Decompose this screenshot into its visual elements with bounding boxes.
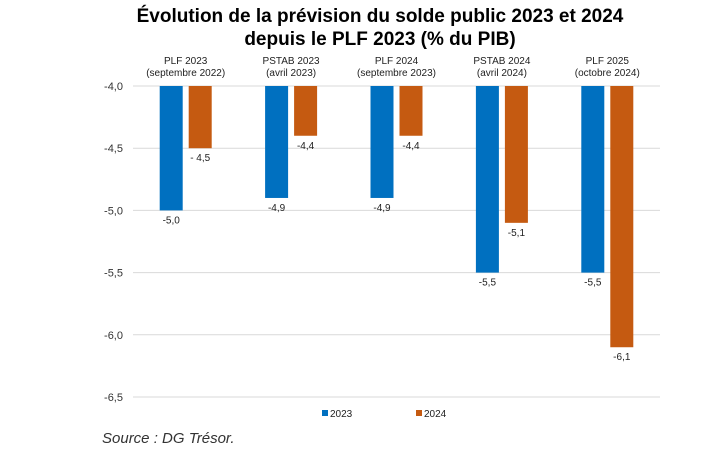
legend-label-2024: 2024 (424, 409, 447, 420)
category-sublabel: (octobre 2024) (575, 68, 640, 79)
data-label: -4,4 (402, 141, 420, 152)
data-label: -6,1 (613, 352, 631, 363)
data-label: -4,9 (373, 203, 391, 214)
legend-swatch-2024 (416, 410, 422, 416)
y-tick-label: -5,5 (104, 268, 123, 280)
data-label: -5,1 (508, 228, 526, 239)
bar-2024 (504, 86, 528, 223)
bar-2024 (188, 86, 212, 149)
y-tick-label: -4,5 (104, 143, 123, 155)
bar-2023 (265, 86, 289, 198)
bar-2023 (370, 86, 394, 198)
legend: 2023 2024 (322, 409, 447, 420)
bar-2024 (294, 86, 318, 136)
source-note: Source : DG Trésor. (102, 430, 235, 447)
data-label: - 4,5 (190, 153, 210, 164)
category-label: PLF 2024 (375, 56, 419, 67)
category-label: PLF 2023 (164, 56, 208, 67)
data-label: -4,9 (268, 203, 286, 214)
chart-title-line-1: Évolution de la prévision du solde publi… (137, 5, 624, 27)
bars: PLF 2023(septembre 2022) -5,0 - 4,5 PSTAB 2… (146, 56, 640, 363)
data-label: -4,4 (297, 141, 315, 152)
data-label: -5,5 (584, 278, 602, 289)
category-sublabel: (septembre 2022) (146, 68, 225, 79)
bar-2023 (581, 86, 605, 273)
y-tick-label: -6,5 (104, 392, 123, 404)
chart-title-line-2: depuis le PLF 2023 (% du PIB) (244, 29, 515, 50)
y-tick-label: -4,0 (104, 81, 123, 93)
bar-2024 (610, 86, 634, 348)
legend-swatch-2023 (322, 410, 328, 416)
data-label: -5,5 (479, 278, 497, 289)
y-tick-label: -5,0 (104, 205, 123, 217)
y-tick-label: -6,0 (104, 330, 123, 342)
category-label: PSTAB 2023 (263, 56, 321, 67)
category-label: PSTAB 2024 (473, 56, 531, 67)
bar-2023 (159, 86, 183, 211)
category-label: PLF 2025 (586, 56, 630, 67)
category-sublabel: (avril 2023) (266, 68, 316, 79)
bar-2024 (399, 86, 423, 136)
data-label: -5,0 (163, 215, 181, 226)
bar-2023 (475, 86, 499, 273)
category-sublabel: (avril 2024) (477, 68, 527, 79)
grid: -4,0 -4,5 -5,0 -5,5 -6,0 -6,5 (104, 81, 660, 404)
legend-label-2023: 2023 (330, 409, 353, 420)
category-sublabel: (septembre 2023) (357, 68, 436, 79)
